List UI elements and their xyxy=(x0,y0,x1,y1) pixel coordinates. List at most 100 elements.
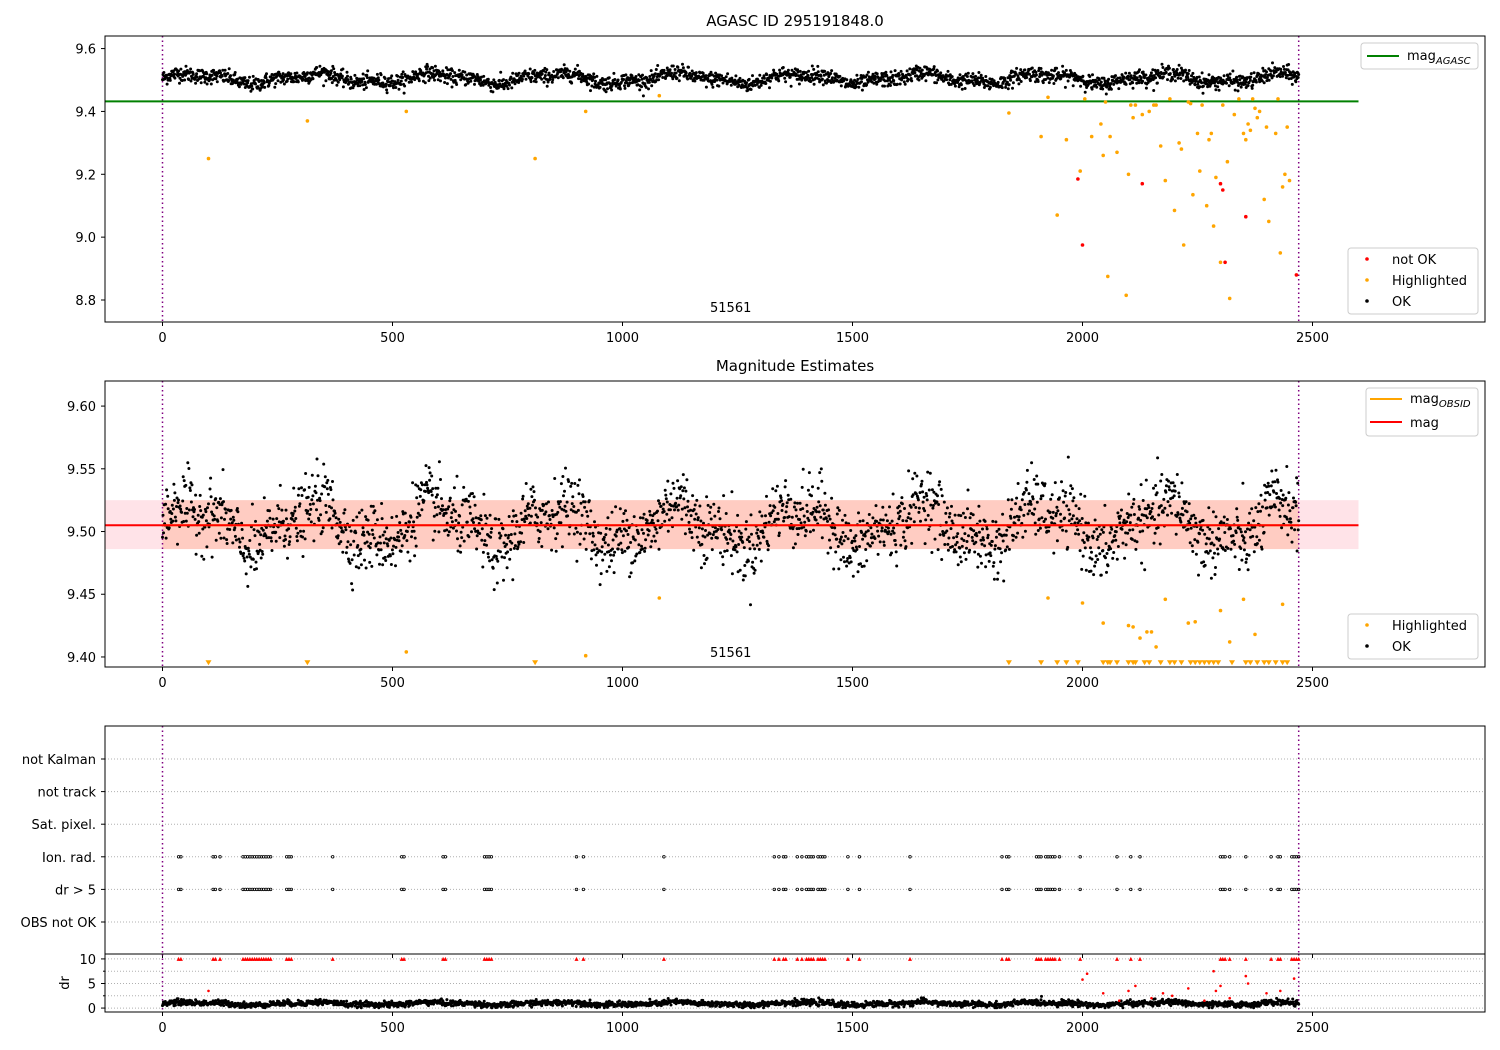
ok-point xyxy=(998,547,1002,551)
ok-point xyxy=(429,490,433,493)
ok-point xyxy=(868,544,872,548)
ok-point xyxy=(1171,77,1175,81)
ok-point xyxy=(936,69,939,73)
ok-point xyxy=(591,78,595,82)
ok-point xyxy=(220,74,224,78)
ok-point xyxy=(234,538,238,542)
ok-point xyxy=(1273,480,1277,484)
x-tick-label: 2000 xyxy=(1066,676,1099,691)
ok-point xyxy=(978,519,982,523)
ok-point xyxy=(306,509,310,513)
ok-point xyxy=(1172,68,1175,71)
ok-point xyxy=(1270,469,1274,473)
ok-point xyxy=(821,83,825,87)
ok-point xyxy=(709,517,713,521)
ok-point xyxy=(721,563,725,567)
ok-point xyxy=(206,506,209,510)
ok-point xyxy=(581,495,585,498)
ok-point xyxy=(1078,75,1082,79)
ok-point xyxy=(470,530,473,534)
ok-point xyxy=(413,536,417,540)
ok-point xyxy=(988,85,992,89)
ok-point xyxy=(875,519,879,523)
ok-point xyxy=(797,74,800,78)
ok-point xyxy=(1032,478,1036,481)
ok-point xyxy=(270,549,274,552)
not-ok-point xyxy=(1221,188,1225,192)
highlighted-point xyxy=(1246,122,1250,126)
ok-point xyxy=(889,532,893,536)
ok-point xyxy=(526,502,530,506)
ok-point xyxy=(1266,481,1270,485)
ok-point xyxy=(1103,81,1107,85)
ok-point xyxy=(379,548,383,552)
ok-point xyxy=(783,76,787,80)
ok-point xyxy=(945,529,949,533)
ok-point xyxy=(556,510,560,514)
ok-point xyxy=(640,544,643,548)
ok-point xyxy=(298,502,302,506)
ok-point xyxy=(346,78,350,82)
ok-point xyxy=(897,73,901,77)
ok-point xyxy=(546,527,550,531)
ok-point xyxy=(459,550,463,554)
ok-point xyxy=(993,547,997,551)
ok-point xyxy=(649,78,653,82)
ok-point xyxy=(643,546,647,550)
ok-point xyxy=(1137,505,1141,509)
ok-point xyxy=(801,76,805,80)
highlighted-point xyxy=(1280,185,1285,189)
ok-point xyxy=(898,509,902,513)
ok-point xyxy=(435,493,439,497)
ok-point xyxy=(1216,547,1220,551)
ok-point xyxy=(1044,517,1047,521)
ok-point xyxy=(917,510,921,514)
ok-point xyxy=(711,85,715,89)
ok-point xyxy=(301,555,305,558)
ok-point xyxy=(665,512,669,516)
ok-point xyxy=(1295,476,1299,480)
ok-point xyxy=(866,80,870,84)
ok-point xyxy=(348,561,352,565)
ok-point xyxy=(1004,85,1008,89)
ok-point xyxy=(417,502,421,506)
ok-point xyxy=(667,518,671,522)
ok-point xyxy=(538,530,542,534)
ok-point xyxy=(383,530,387,534)
ok-point xyxy=(699,519,703,523)
ok-point xyxy=(1275,492,1278,495)
ok-point xyxy=(482,74,486,78)
ok-point xyxy=(774,489,778,493)
ok-point xyxy=(1251,83,1255,87)
ok-point xyxy=(716,528,720,531)
ok-point xyxy=(1004,533,1008,537)
ok-point xyxy=(724,512,728,515)
ok-point xyxy=(842,555,845,559)
ok-point xyxy=(784,80,788,84)
ok-point xyxy=(1206,551,1210,555)
ok-point xyxy=(355,515,359,519)
ok-point xyxy=(189,67,193,71)
ok-point xyxy=(177,69,181,73)
ok-point xyxy=(871,516,875,520)
ok-point xyxy=(1159,479,1163,483)
ok-point xyxy=(304,472,308,475)
ok-point xyxy=(1017,78,1021,81)
ok-point xyxy=(457,521,461,525)
ok-point xyxy=(1094,554,1098,558)
ok-point xyxy=(974,74,978,78)
ok-point xyxy=(682,486,686,490)
ok-point xyxy=(662,502,666,506)
ok-point xyxy=(397,535,401,539)
ok-point xyxy=(959,560,963,564)
ok-point xyxy=(759,83,763,87)
ok-point xyxy=(692,548,696,552)
ok-point xyxy=(1291,506,1295,510)
ok-point xyxy=(842,539,846,543)
ok-point xyxy=(805,77,809,81)
ok-point xyxy=(224,511,228,515)
ok-point xyxy=(1155,491,1159,495)
ok-point xyxy=(179,507,183,511)
ok-point xyxy=(1080,517,1084,520)
ok-point xyxy=(423,81,427,85)
